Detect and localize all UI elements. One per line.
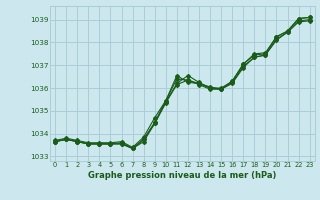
X-axis label: Graphe pression niveau de la mer (hPa): Graphe pression niveau de la mer (hPa) xyxy=(88,171,276,180)
